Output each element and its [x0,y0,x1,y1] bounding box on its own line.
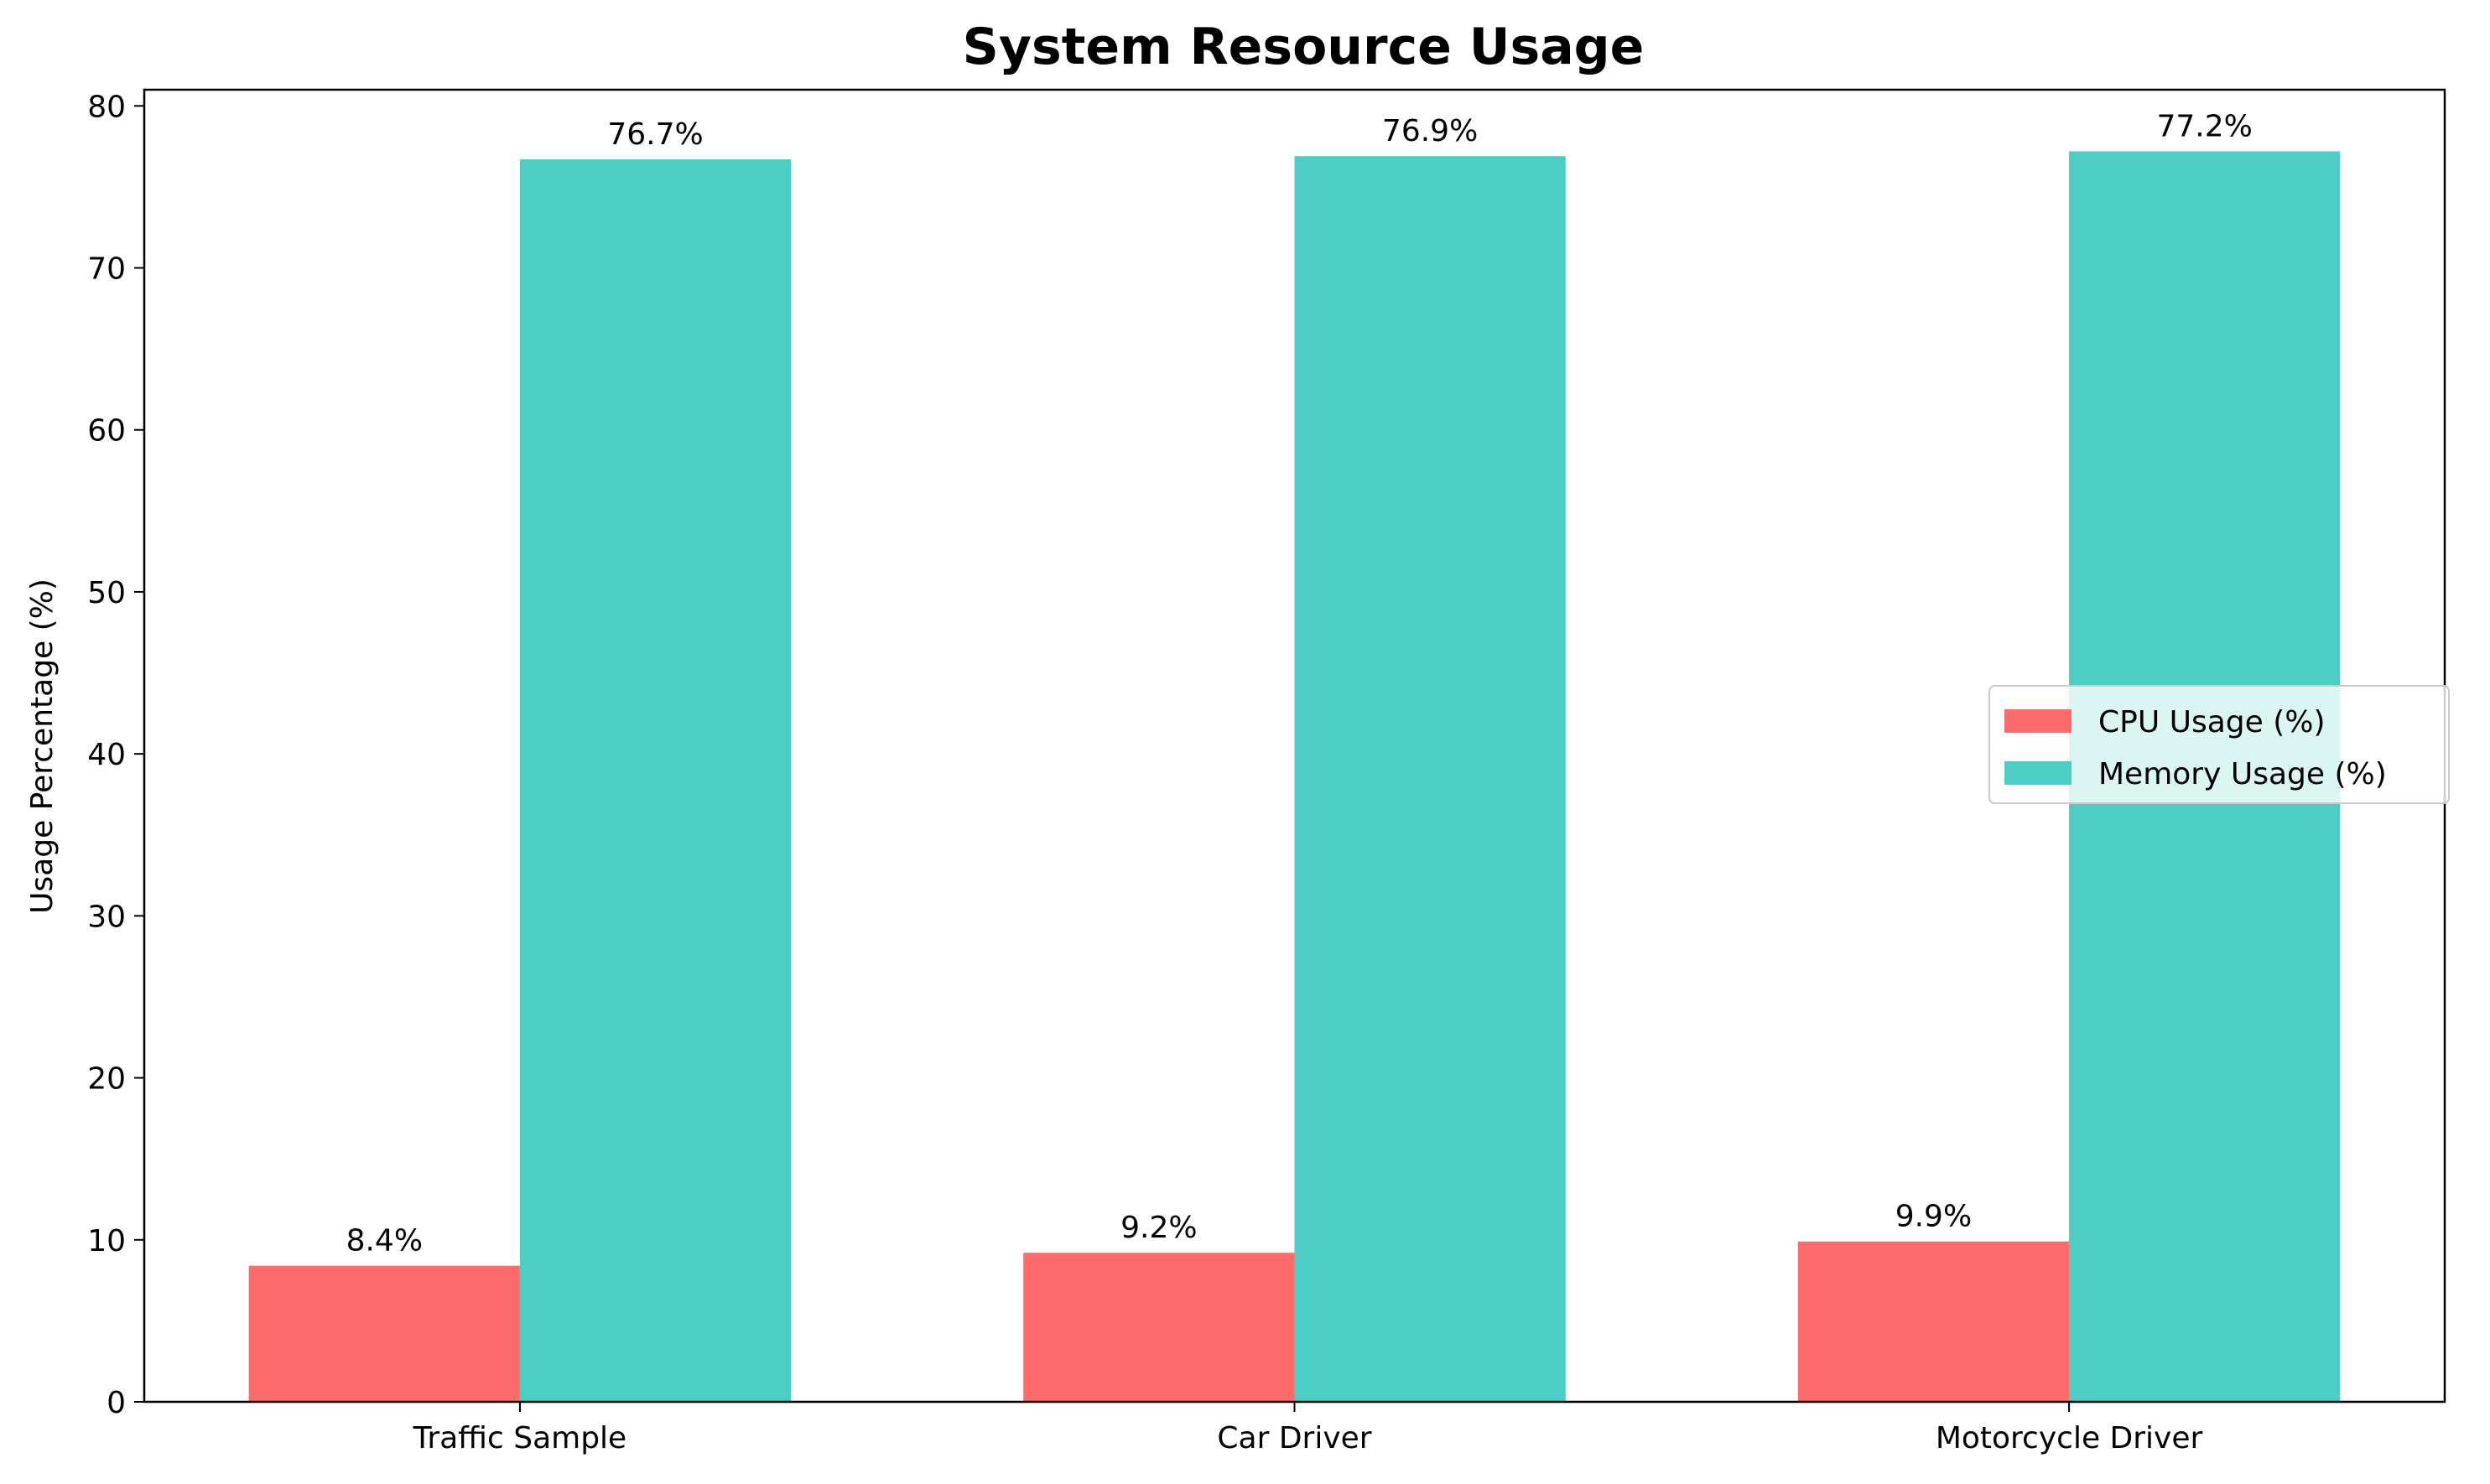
legend-entry: CPU Usage (%) [2098,705,2326,739]
bar-value-label: 76.9% [1382,114,1478,148]
y-tick-label: 60 [87,414,126,449]
ticks-layer: Traffic Sample Car Driver Motorcycle Drive… [87,90,2202,1455]
y-tick-label: 40 [87,738,126,772]
bar-cpu-usage-traffic-sample [248,1265,520,1402]
bar-value-label: 9.2% [1120,1211,1197,1245]
y-tick-label: 70 [87,252,126,287]
y-tick-label: 20 [87,1062,126,1097]
x-tick-label: Car Driver [1217,1421,1371,1455]
legend-entry: Memory Usage (%) [2098,757,2387,791]
legend: CPU Usage (%) Memory Usage (%) [1988,685,2450,804]
legend-swatch [2004,761,2072,785]
x-tick-label: Traffic Sample [413,1421,627,1455]
bar-memory-usage-car-driver [1294,156,1566,1402]
legend-swatch [2004,709,2072,733]
y-tick-label: 50 [87,576,126,610]
y-axis-label: Usage Percentage (%) [25,579,60,914]
bar-value-label: 9.9% [1895,1200,1972,1234]
y-tick-label: 10 [87,1224,126,1258]
y-tick-label: 80 [87,90,126,124]
y-tick-label: 30 [87,900,126,934]
bar-memory-usage-traffic-sample [519,159,792,1403]
bar-value-label: 8.4% [346,1224,423,1258]
bar-cpu-usage-car-driver [1023,1253,1295,1402]
bar-value-label: 77.2% [2157,109,2253,143]
y-tick-label: 0 [107,1386,126,1420]
bar-cpu-usage-motorcycle-driver [1797,1241,2070,1402]
chart-title: System Resource Usage [963,18,1645,76]
x-tick-label: Motorcycle Driver [1936,1421,2203,1455]
bar-value-label: 76.7% [607,117,703,152]
legend-box [1988,685,2450,804]
